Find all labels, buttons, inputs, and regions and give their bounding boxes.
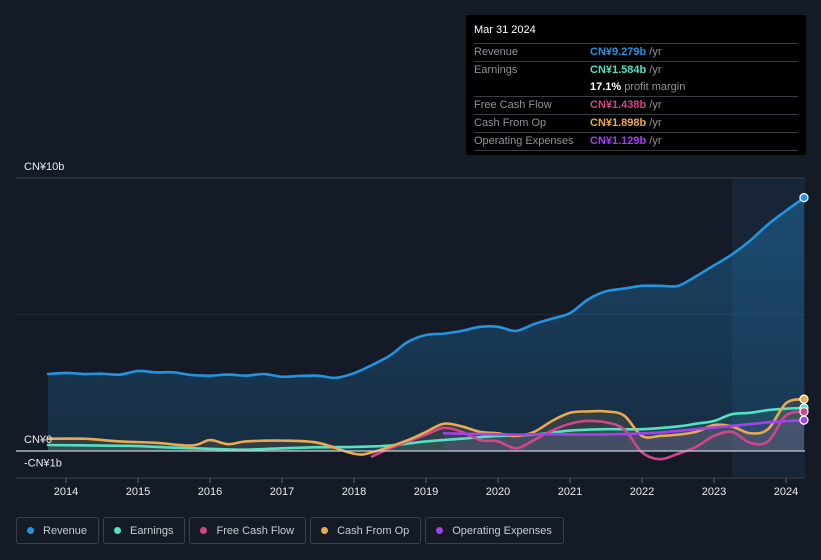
tooltip: Mar 31 2024 Revenue CN¥9.279b/yr Earnings C… [466,15,806,155]
legend-dot-icon [114,527,122,534]
tooltip-value: CN¥1.129b [590,135,647,147]
series-endpoints [799,177,821,487]
x-tick-label: 2022 [630,486,654,498]
line-revenue [46,196,806,380]
x-tick-label: 2016 [198,486,222,498]
legend-label: Earnings [130,524,174,537]
tooltip-unit: profit margin [624,81,686,93]
line-free-cash-flow [370,410,806,461]
tooltip-row: Revenue CN¥9.279b/yr [474,43,798,61]
tooltip-rows: Revenue CN¥9.279b/yr Earnings CN¥1.584b/yr 1… [474,43,798,150]
legend-label: Operating Expenses [452,524,552,537]
tooltip-row: 17.1% profit margin [474,79,798,96]
legend-label: Cash From Op [337,524,410,537]
tooltip-label: Earnings [474,64,518,76]
tooltip-label: Revenue [474,46,519,58]
area-revenue [48,197,804,451]
endpoint-marker [799,394,809,404]
x-tick-label: 2019 [414,486,438,498]
tooltip-label [474,79,590,96]
tooltip-unit: /yr [649,117,662,129]
y-tick-label: -CN¥1b [24,457,62,469]
tooltip-value: CN¥1.584b [590,64,647,76]
x-tick-label: 2023 [702,486,726,498]
x-axis: 2014 2015 2016 2017 2018 2019 2020 2021 2022 2023… [54,478,798,498]
legend-item-free-cash-flow[interactable]: Free Cash Flow [189,517,307,544]
tooltip-date: Mar 31 2024 [474,24,536,36]
tooltip-unit: /yr [649,64,662,76]
x-tick-label: 2018 [342,486,366,498]
x-tick-label: 2020 [486,486,510,498]
line-operating-expenses [442,418,806,436]
legend-label: Revenue [43,524,88,537]
y-axis: CN¥10b CN¥0 -CN¥1b [24,161,64,469]
tooltip-row: Operating Expenses CN¥1.129b/yr [474,132,798,150]
tooltip-unit: /yr [649,135,662,147]
legend-dot-icon [436,527,444,534]
y-tick-label: CN¥10b [24,161,64,173]
tooltip-value: CN¥1.438b [590,99,647,111]
legend: Revenue Earnings Free Cash Flow Cash From O… [16,517,564,544]
series-lines [16,196,806,461]
legend-item-operating-expenses[interactable]: Operating Expenses [425,517,564,544]
legend-dot-icon [200,527,208,534]
legend-item-revenue[interactable]: Revenue [16,517,100,544]
tooltip-unit: /yr [649,46,662,58]
x-tick-label: 2015 [126,486,150,498]
tooltip-value: 17.1% [590,81,622,93]
tooltip-unit: /yr [649,99,662,111]
y-tick-label: CN¥0 [24,434,52,446]
tooltip-row: Free Cash Flow CN¥1.438b/yr [474,96,798,114]
endpoint-marker [799,407,809,417]
tooltip-row: Earnings CN¥1.584b/yr [474,61,798,79]
chart-right-mask [805,177,821,487]
endpoint-marker [799,193,809,203]
legend-item-cash-from-op[interactable]: Cash From Op [310,517,422,544]
area-earnings [48,407,804,451]
tooltip-value: CN¥9.279b [590,46,647,58]
tooltip-label: Operating Expenses [474,135,574,147]
tooltip-label: Free Cash Flow [474,99,552,111]
line-earnings [46,406,806,451]
tooltip-value: CN¥1.898b [590,117,647,129]
x-tick-label: 2021 [558,486,582,498]
legend-label: Free Cash Flow [216,524,295,537]
x-tick-label: 2024 [774,486,798,498]
tooltip-label: Cash From Op [474,117,547,129]
endpoint-marker [799,415,809,425]
legend-item-earnings[interactable]: Earnings [103,517,186,544]
tooltip-divider [474,150,798,151]
legend-dot-icon [321,527,329,534]
x-tick-label: 2017 [270,486,294,498]
x-tick-label: 2014 [54,486,78,498]
tooltip-row: Cash From Op CN¥1.898b/yr [474,114,798,132]
series-areas [48,197,804,455]
legend-dot-icon [27,527,34,534]
